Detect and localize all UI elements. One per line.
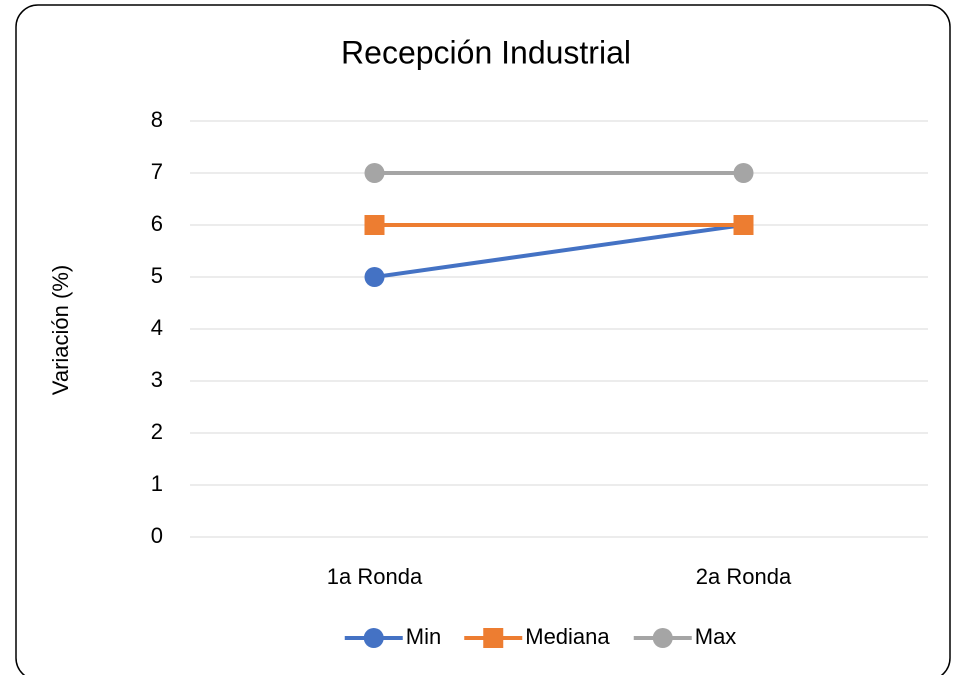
data-point [364, 267, 385, 287]
data-point [733, 163, 754, 183]
legend-marker [363, 628, 384, 648]
y-tick-label: 4 [151, 315, 163, 340]
chart-title: Recepción Industrial [341, 34, 631, 70]
y-tick-label: 6 [151, 211, 163, 236]
series-line [372, 223, 746, 279]
data-point [364, 215, 385, 235]
data-point [364, 163, 385, 183]
y-tick-label: 7 [151, 159, 163, 184]
chart-frame [15, 4, 951, 675]
legend-marker [652, 628, 673, 648]
y-tick-label: 5 [151, 263, 163, 288]
y-tick-label: 1 [151, 471, 163, 496]
x-tick-label: 2a Ronda [696, 564, 792, 589]
legend-label: Max [695, 624, 737, 649]
legend-label: Mediana [525, 624, 610, 649]
y-tick-label: 0 [151, 523, 163, 548]
y-tick-label: 3 [151, 367, 163, 392]
y-tick-label: 2 [151, 419, 163, 444]
legend-label: Min [406, 624, 441, 649]
y-axis-label: Variación (%) [48, 265, 73, 395]
data-point [733, 215, 754, 235]
legend-marker [483, 628, 504, 648]
y-tick-label: 8 [151, 107, 163, 132]
x-tick-label: 1a Ronda [327, 564, 423, 589]
